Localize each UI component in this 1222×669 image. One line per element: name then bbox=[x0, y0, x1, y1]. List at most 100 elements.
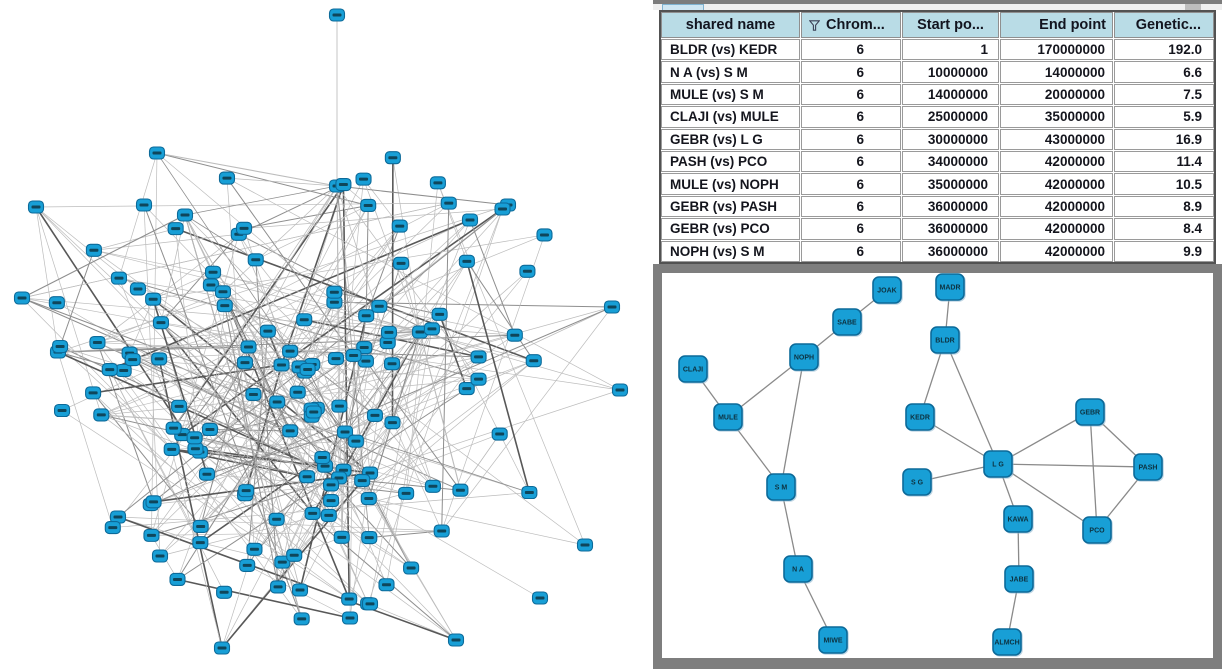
network-node[interactable] bbox=[201, 422, 219, 437]
table-cell[interactable]: 30000000 bbox=[902, 128, 999, 150]
network-node[interactable] bbox=[305, 405, 322, 419]
table-cell[interactable]: PASH (vs) PCO bbox=[661, 150, 800, 173]
table-cell[interactable]: 6 bbox=[801, 61, 901, 83]
network-node[interactable] bbox=[259, 324, 276, 338]
table-cell[interactable]: 34000000 bbox=[902, 150, 999, 173]
network-node[interactable] bbox=[357, 354, 374, 368]
network-node[interactable] bbox=[236, 356, 254, 370]
table-cell[interactable]: MULE (vs) NOPH bbox=[661, 173, 800, 195]
network-node[interactable] bbox=[143, 528, 160, 542]
edge-GEBR-PCO[interactable] bbox=[1089, 411, 1098, 531]
sub-network-node-LG[interactable]: L G bbox=[983, 450, 1013, 478]
network-node[interactable] bbox=[129, 282, 147, 296]
network-node[interactable] bbox=[135, 198, 153, 212]
network-node[interactable] bbox=[519, 264, 536, 278]
column-header-genetic-[interactable]: Genetic... bbox=[1114, 12, 1214, 38]
network-node[interactable] bbox=[176, 208, 194, 222]
scrollbar-fragment[interactable] bbox=[1185, 4, 1201, 10]
network-node[interactable] bbox=[431, 307, 448, 321]
network-node[interactable] bbox=[461, 213, 479, 227]
network-node[interactable] bbox=[521, 485, 538, 500]
network-node[interactable] bbox=[576, 538, 594, 552]
network-node[interactable] bbox=[380, 325, 398, 339]
network-node[interactable] bbox=[327, 352, 345, 366]
network-node[interactable] bbox=[282, 344, 299, 358]
network-node[interactable] bbox=[452, 483, 469, 497]
table-cell[interactable]: 192.0 bbox=[1114, 39, 1214, 61]
network-node[interactable] bbox=[429, 176, 446, 190]
network-node[interactable] bbox=[355, 172, 372, 186]
table-cell[interactable]: NOPH (vs) S M bbox=[661, 240, 800, 262]
table-cell[interactable]: 36000000 bbox=[902, 195, 999, 218]
network-node[interactable] bbox=[411, 325, 429, 339]
sub-network-node-JABE[interactable]: JABE bbox=[1004, 565, 1034, 593]
table-cell[interactable]: 170000000 bbox=[1000, 39, 1113, 61]
network-node[interactable] bbox=[335, 177, 352, 192]
network-node[interactable] bbox=[384, 151, 401, 165]
network-node[interactable] bbox=[299, 470, 316, 484]
network-node[interactable] bbox=[214, 285, 232, 299]
network-node[interactable] bbox=[470, 372, 487, 386]
tab-indicator[interactable] bbox=[662, 4, 704, 10]
sub-network-node-GEBR[interactable]: GEBR bbox=[1075, 398, 1105, 426]
edge-NOPH-SM[interactable] bbox=[780, 356, 805, 488]
network-node[interactable] bbox=[328, 8, 346, 22]
table-cell[interactable]: 35000000 bbox=[902, 173, 999, 195]
network-node[interactable] bbox=[273, 358, 290, 372]
network-node[interactable] bbox=[360, 198, 377, 213]
edge-BLDR-LG[interactable] bbox=[944, 339, 999, 465]
table-cell[interactable]: 11.4 bbox=[1114, 150, 1214, 173]
network-node[interactable] bbox=[314, 450, 331, 465]
network-node[interactable] bbox=[192, 519, 209, 534]
network-node[interactable] bbox=[289, 385, 306, 399]
network-node[interactable] bbox=[323, 494, 340, 508]
table-cell[interactable]: 6 bbox=[801, 39, 901, 61]
network-node[interactable] bbox=[333, 530, 350, 544]
table-cell[interactable]: 16.9 bbox=[1114, 128, 1214, 150]
network-node[interactable] bbox=[216, 299, 233, 313]
table-cell[interactable]: 1 bbox=[902, 39, 999, 61]
table-cell[interactable]: 6 bbox=[801, 218, 901, 240]
network-node[interactable] bbox=[204, 265, 222, 279]
network-node[interactable] bbox=[93, 408, 110, 422]
network-node[interactable] bbox=[458, 254, 475, 268]
table-cell[interactable]: 6 bbox=[801, 173, 901, 195]
network-node[interactable] bbox=[85, 243, 102, 257]
table-cell[interactable]: 8.9 bbox=[1114, 195, 1214, 218]
table-cell[interactable]: MULE (vs) S M bbox=[661, 83, 800, 106]
network-node[interactable] bbox=[336, 425, 354, 439]
network-node[interactable] bbox=[398, 486, 415, 500]
network-node[interactable] bbox=[360, 491, 377, 506]
network-node[interactable] bbox=[151, 352, 168, 366]
network-node[interactable] bbox=[163, 442, 180, 456]
edge-LG-PASH[interactable] bbox=[997, 463, 1149, 468]
table-cell[interactable]: 10000000 bbox=[902, 61, 999, 83]
edge-LG-PCO[interactable] bbox=[997, 463, 1098, 531]
network-node[interactable] bbox=[247, 253, 264, 267]
network-node[interactable] bbox=[202, 278, 219, 292]
network-node[interactable] bbox=[115, 363, 132, 378]
table-cell[interactable]: 5.9 bbox=[1114, 106, 1214, 128]
network-node[interactable] bbox=[304, 506, 321, 520]
table-cell[interactable]: 43000000 bbox=[1000, 128, 1113, 150]
network-node[interactable] bbox=[282, 424, 299, 438]
network-node[interactable] bbox=[611, 383, 629, 397]
network-node[interactable] bbox=[366, 408, 383, 422]
network-node[interactable] bbox=[101, 363, 118, 377]
network-node[interactable] bbox=[151, 549, 169, 563]
table-cell[interactable]: CLAJI (vs) MULE bbox=[661, 106, 800, 128]
network-node[interactable] bbox=[494, 202, 511, 216]
network-node[interactable] bbox=[293, 612, 310, 626]
network-node[interactable] bbox=[286, 548, 303, 562]
table-cell[interactable]: 14000000 bbox=[902, 83, 999, 106]
network-node[interactable] bbox=[167, 222, 184, 236]
network-node[interactable] bbox=[299, 362, 316, 376]
table-cell[interactable]: 8.4 bbox=[1114, 218, 1214, 240]
table-cell[interactable]: 35000000 bbox=[1000, 106, 1113, 128]
sub-network-node-SABE[interactable]: SABE bbox=[832, 308, 862, 336]
network-node[interactable] bbox=[235, 221, 253, 235]
sub-network-node-SG[interactable]: S G bbox=[902, 468, 932, 496]
network-node[interactable] bbox=[447, 633, 465, 647]
network-node[interactable] bbox=[296, 313, 313, 327]
sub-network-canvas[interactable]: JOAK MADR SABE BLDR NOPH CLAJI MULE KEDR GEBR L G… bbox=[662, 273, 1213, 658]
